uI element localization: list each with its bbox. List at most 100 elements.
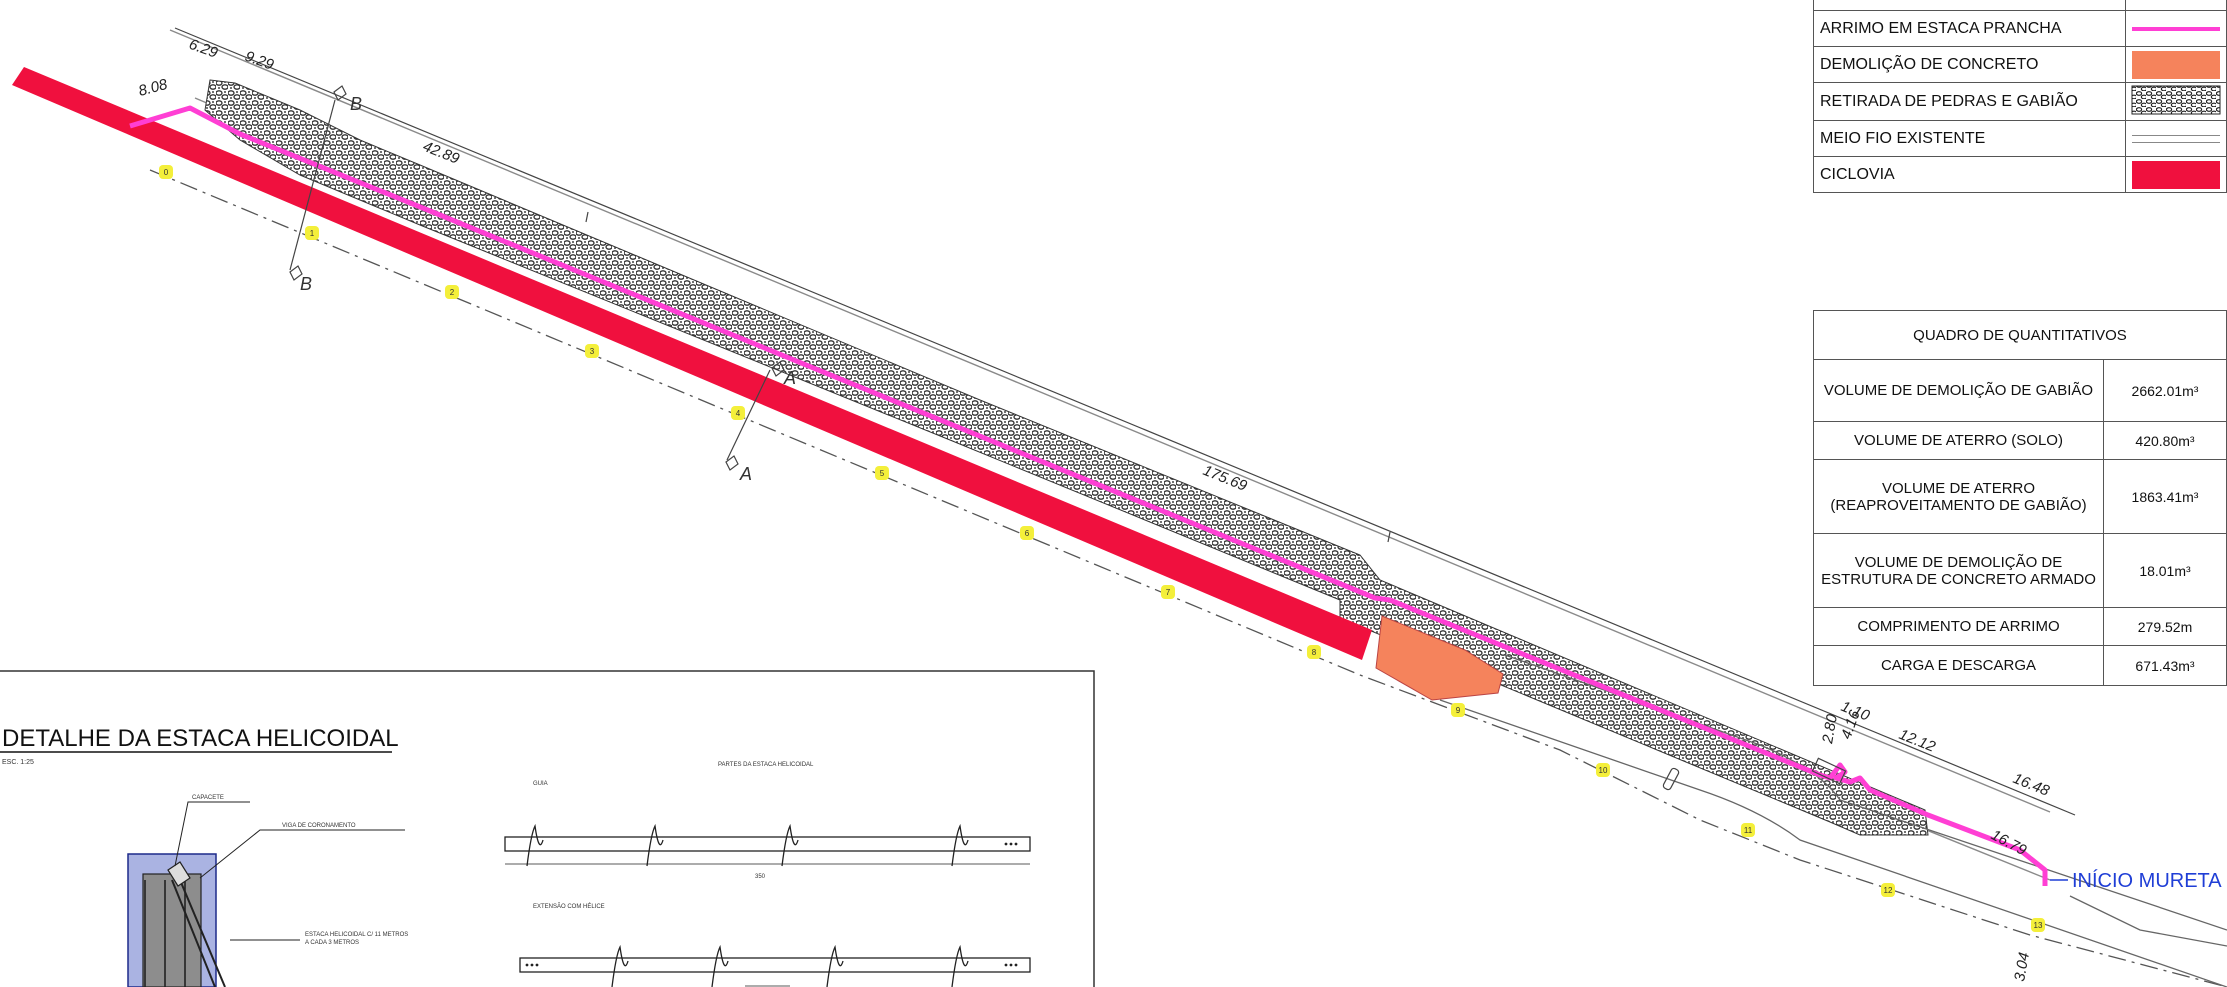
station-marker-2: 2 bbox=[445, 285, 459, 299]
station-label: 7 bbox=[1166, 588, 1171, 597]
legend-label: CICLOVIA bbox=[1812, 156, 2127, 193]
bolt-dots bbox=[525, 842, 1018, 967]
station-label: 8 bbox=[1312, 648, 1317, 657]
legend-label: DEMOLIÇÃO DE CONCRETO bbox=[1812, 46, 2127, 83]
guia-length: 350 bbox=[755, 874, 766, 880]
station-label: 10 bbox=[1599, 766, 1608, 775]
quantities-title: QUADRO DE QUANTITATIVOS bbox=[1813, 310, 2227, 360]
legend-row: ARRIMO EM ESTACA PRANCHA bbox=[1812, 10, 2227, 47]
station-marker-5: 5 bbox=[875, 466, 889, 480]
callout-estaca-line2: A CADA 3 METROS bbox=[305, 940, 359, 946]
legend-row: CICLOVIA bbox=[1812, 156, 2227, 193]
pile-elevation bbox=[127, 801, 405, 987]
quantity-label: VOLUME DE ATERRO (SOLO) bbox=[1813, 421, 2104, 460]
quantity-row: CARGA E DESCARGA 671.43m³ bbox=[1813, 645, 2227, 686]
section-b-label-bottom: B bbox=[300, 274, 312, 294]
legend-symbol-red-fill bbox=[2125, 156, 2227, 193]
legend-label: ARRIMO EM ESTACA PRANCHA bbox=[1812, 10, 2127, 47]
drain-slot bbox=[1662, 767, 1680, 791]
station-marker-4: 4 bbox=[731, 406, 745, 420]
legend-table: ARRIMO EM ESTACA PRANCHA DEMOLIÇÃO DE CON… bbox=[1812, 0, 2227, 193]
station-label: 4 bbox=[736, 409, 741, 418]
dim-6-29: 6.29 bbox=[187, 36, 221, 62]
station-marker-10: 10 bbox=[1596, 763, 1610, 777]
quantity-label: VOLUME DE ATERRO (REAPROVEITAMENTO DE GA… bbox=[1813, 459, 2104, 534]
ciclovia-band bbox=[12, 67, 1372, 660]
helix-plate bbox=[781, 823, 799, 867]
dim-2-80: 2.80 bbox=[1819, 712, 1841, 745]
station-marker-6: 6 bbox=[1020, 526, 1034, 540]
quantity-value: 671.43m³ bbox=[2103, 645, 2227, 686]
station-label: 11 bbox=[1744, 826, 1753, 835]
dim-3-04: 3.04 bbox=[2011, 951, 2033, 983]
section-a-label-bottom: A bbox=[739, 464, 752, 484]
station-label: 2 bbox=[450, 288, 455, 297]
quantity-value: 1863.41m³ bbox=[2103, 459, 2227, 534]
extension-label: EXTENSÃO COM HÉLICE bbox=[533, 903, 605, 910]
quantity-row: COMPRIMENTO DE ARRIMO 279.52m bbox=[1813, 607, 2227, 646]
section-b-marker bbox=[289, 85, 347, 281]
quantity-value: 18.01m³ bbox=[2103, 533, 2227, 608]
quantity-label: COMPRIMENTO DE ARRIMO bbox=[1813, 607, 2104, 646]
station-marker-3: 3 bbox=[585, 344, 599, 358]
station-label: 12 bbox=[1884, 886, 1893, 895]
section-a-marker bbox=[725, 361, 785, 471]
helix-plate bbox=[951, 944, 969, 987]
legend-symbol-orange-fill bbox=[2125, 46, 2227, 83]
section-b-label-top: B bbox=[350, 94, 362, 114]
end-structure-box bbox=[1811, 757, 1847, 785]
guia-label: GUIA bbox=[533, 781, 548, 787]
station-marker-13: 13 bbox=[2031, 918, 2045, 932]
dim-175-69: 175.69 bbox=[1201, 462, 1251, 495]
stone-gabion-removal-area bbox=[204, 79, 1929, 836]
quantity-label: CARGA E DESCARGA bbox=[1813, 645, 2104, 686]
station-label: 0 bbox=[164, 168, 169, 177]
quantity-row: VOLUME DE DEMOLIÇÃO DE ESTRUTURA DE CONC… bbox=[1813, 533, 2227, 608]
dim-16-48: 16.48 bbox=[2011, 770, 2053, 800]
detail-title: DETALHE DA ESTACA HELICOIDAL bbox=[2, 725, 399, 752]
callout-estaca-line1: ESTACA HELICOIDAL C/ 11 METROS bbox=[305, 932, 408, 938]
pile-head bbox=[167, 861, 191, 887]
helix-plate bbox=[646, 823, 664, 867]
legend-symbol-double-line bbox=[2125, 120, 2227, 157]
dim-8-08: 8.08 bbox=[137, 76, 170, 100]
pile-guide-part bbox=[504, 836, 1031, 865]
legend-row: MEIO FIO EXISTENTE bbox=[1812, 120, 2227, 157]
helix-plate bbox=[526, 823, 544, 867]
dim-9-29: 9.29 bbox=[243, 48, 277, 74]
quantity-label: VOLUME DE DEMOLIÇÃO DE ESTRUTURA DE CONC… bbox=[1813, 533, 2104, 608]
quantities-table: QUADRO DE QUANTITATIVOS VOLUME DE DEMOLI… bbox=[1813, 310, 2227, 686]
dimension-line-top bbox=[174, 27, 2076, 816]
arrimo-sheet-pile-line bbox=[129, 105, 2048, 886]
quantity-value: 420.80m³ bbox=[2103, 421, 2227, 460]
legend-label: RETIRADA DE PEDRAS E GABIÃO bbox=[1812, 82, 2127, 121]
legend-symbol-magenta-line bbox=[2125, 10, 2227, 47]
quantity-value: 279.52m bbox=[2103, 607, 2227, 646]
quantity-row: VOLUME DE DEMOLIÇÃO DE GABIÃO 2662.01m³ bbox=[1813, 359, 2227, 422]
station-marker-7: 7 bbox=[1161, 585, 1175, 599]
concrete-demolition-area bbox=[1375, 615, 1504, 701]
station-marker-12: 12 bbox=[1881, 883, 1895, 897]
station-marker-9: 9 bbox=[1451, 703, 1465, 717]
start-wall-label: INÍCIO MURETA bbox=[2072, 869, 2222, 892]
callout-capacete: CAPACETE bbox=[192, 795, 224, 801]
legend-symbol-stone-hatch bbox=[2125, 82, 2227, 121]
legend-label: MEIO FIO EXISTENTE bbox=[1812, 120, 2127, 157]
quantity-row: VOLUME DE ATERRO (SOLO) 420.80m³ bbox=[1813, 421, 2227, 460]
detail-scale: ESC. 1:25 bbox=[2, 759, 34, 766]
station-label: 3 bbox=[590, 347, 595, 356]
dim-16-79: 16.79 bbox=[1988, 827, 2030, 860]
station-label: 13 bbox=[2034, 921, 2043, 930]
legend-header-row bbox=[1812, 0, 2227, 11]
detail-panel-frame bbox=[0, 670, 1095, 987]
section-a-label-top: A bbox=[783, 368, 796, 388]
legend-row: RETIRADA DE PEDRAS E GABIÃO bbox=[1812, 82, 2227, 121]
quantity-row: VOLUME DE ATERRO (REAPROVEITAMENTO DE GA… bbox=[1813, 459, 2227, 534]
station-marker-1: 1 bbox=[305, 226, 319, 240]
quantity-value: 2662.01m³ bbox=[2103, 359, 2227, 422]
station-label: 5 bbox=[880, 469, 885, 478]
parts-title: PARTES DA ESTACA HELICOIDAL bbox=[718, 762, 814, 768]
helix-plate bbox=[951, 823, 969, 867]
callout-viga: VIGA DE CORONAMENTO bbox=[282, 823, 356, 829]
